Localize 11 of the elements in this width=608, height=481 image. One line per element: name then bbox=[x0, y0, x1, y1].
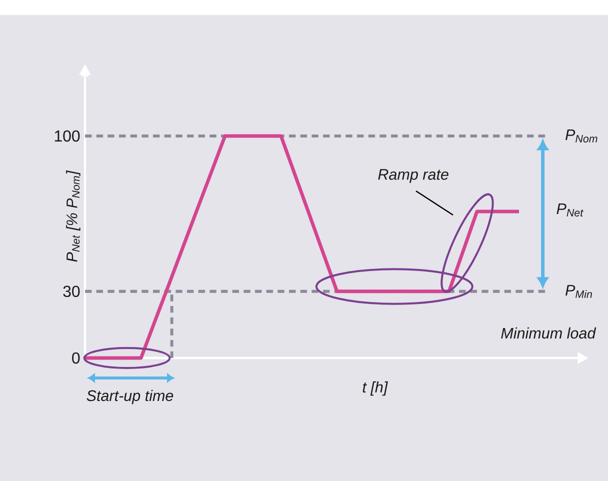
y-axis-title: P$_{Net}$ [% P$_{Nom}$] bbox=[66, 170, 80, 262]
ref-line-label: P$_{Nom}$ bbox=[566, 130, 598, 142]
text: P$_{Net}$ bbox=[556, 204, 584, 216]
y-tick-label: 0 bbox=[72, 352, 80, 364]
x-axis-title: t [h] bbox=[362, 381, 388, 396]
annotation: Ramp rate bbox=[378, 169, 448, 183]
text: Start-up time bbox=[86, 390, 174, 404]
y-tick-label: 100 bbox=[54, 130, 80, 142]
ref-line-label: P$_{Min}$ bbox=[566, 284, 592, 298]
annotation: Minimum load bbox=[501, 327, 596, 339]
y-tick-label: 30 bbox=[63, 286, 80, 298]
